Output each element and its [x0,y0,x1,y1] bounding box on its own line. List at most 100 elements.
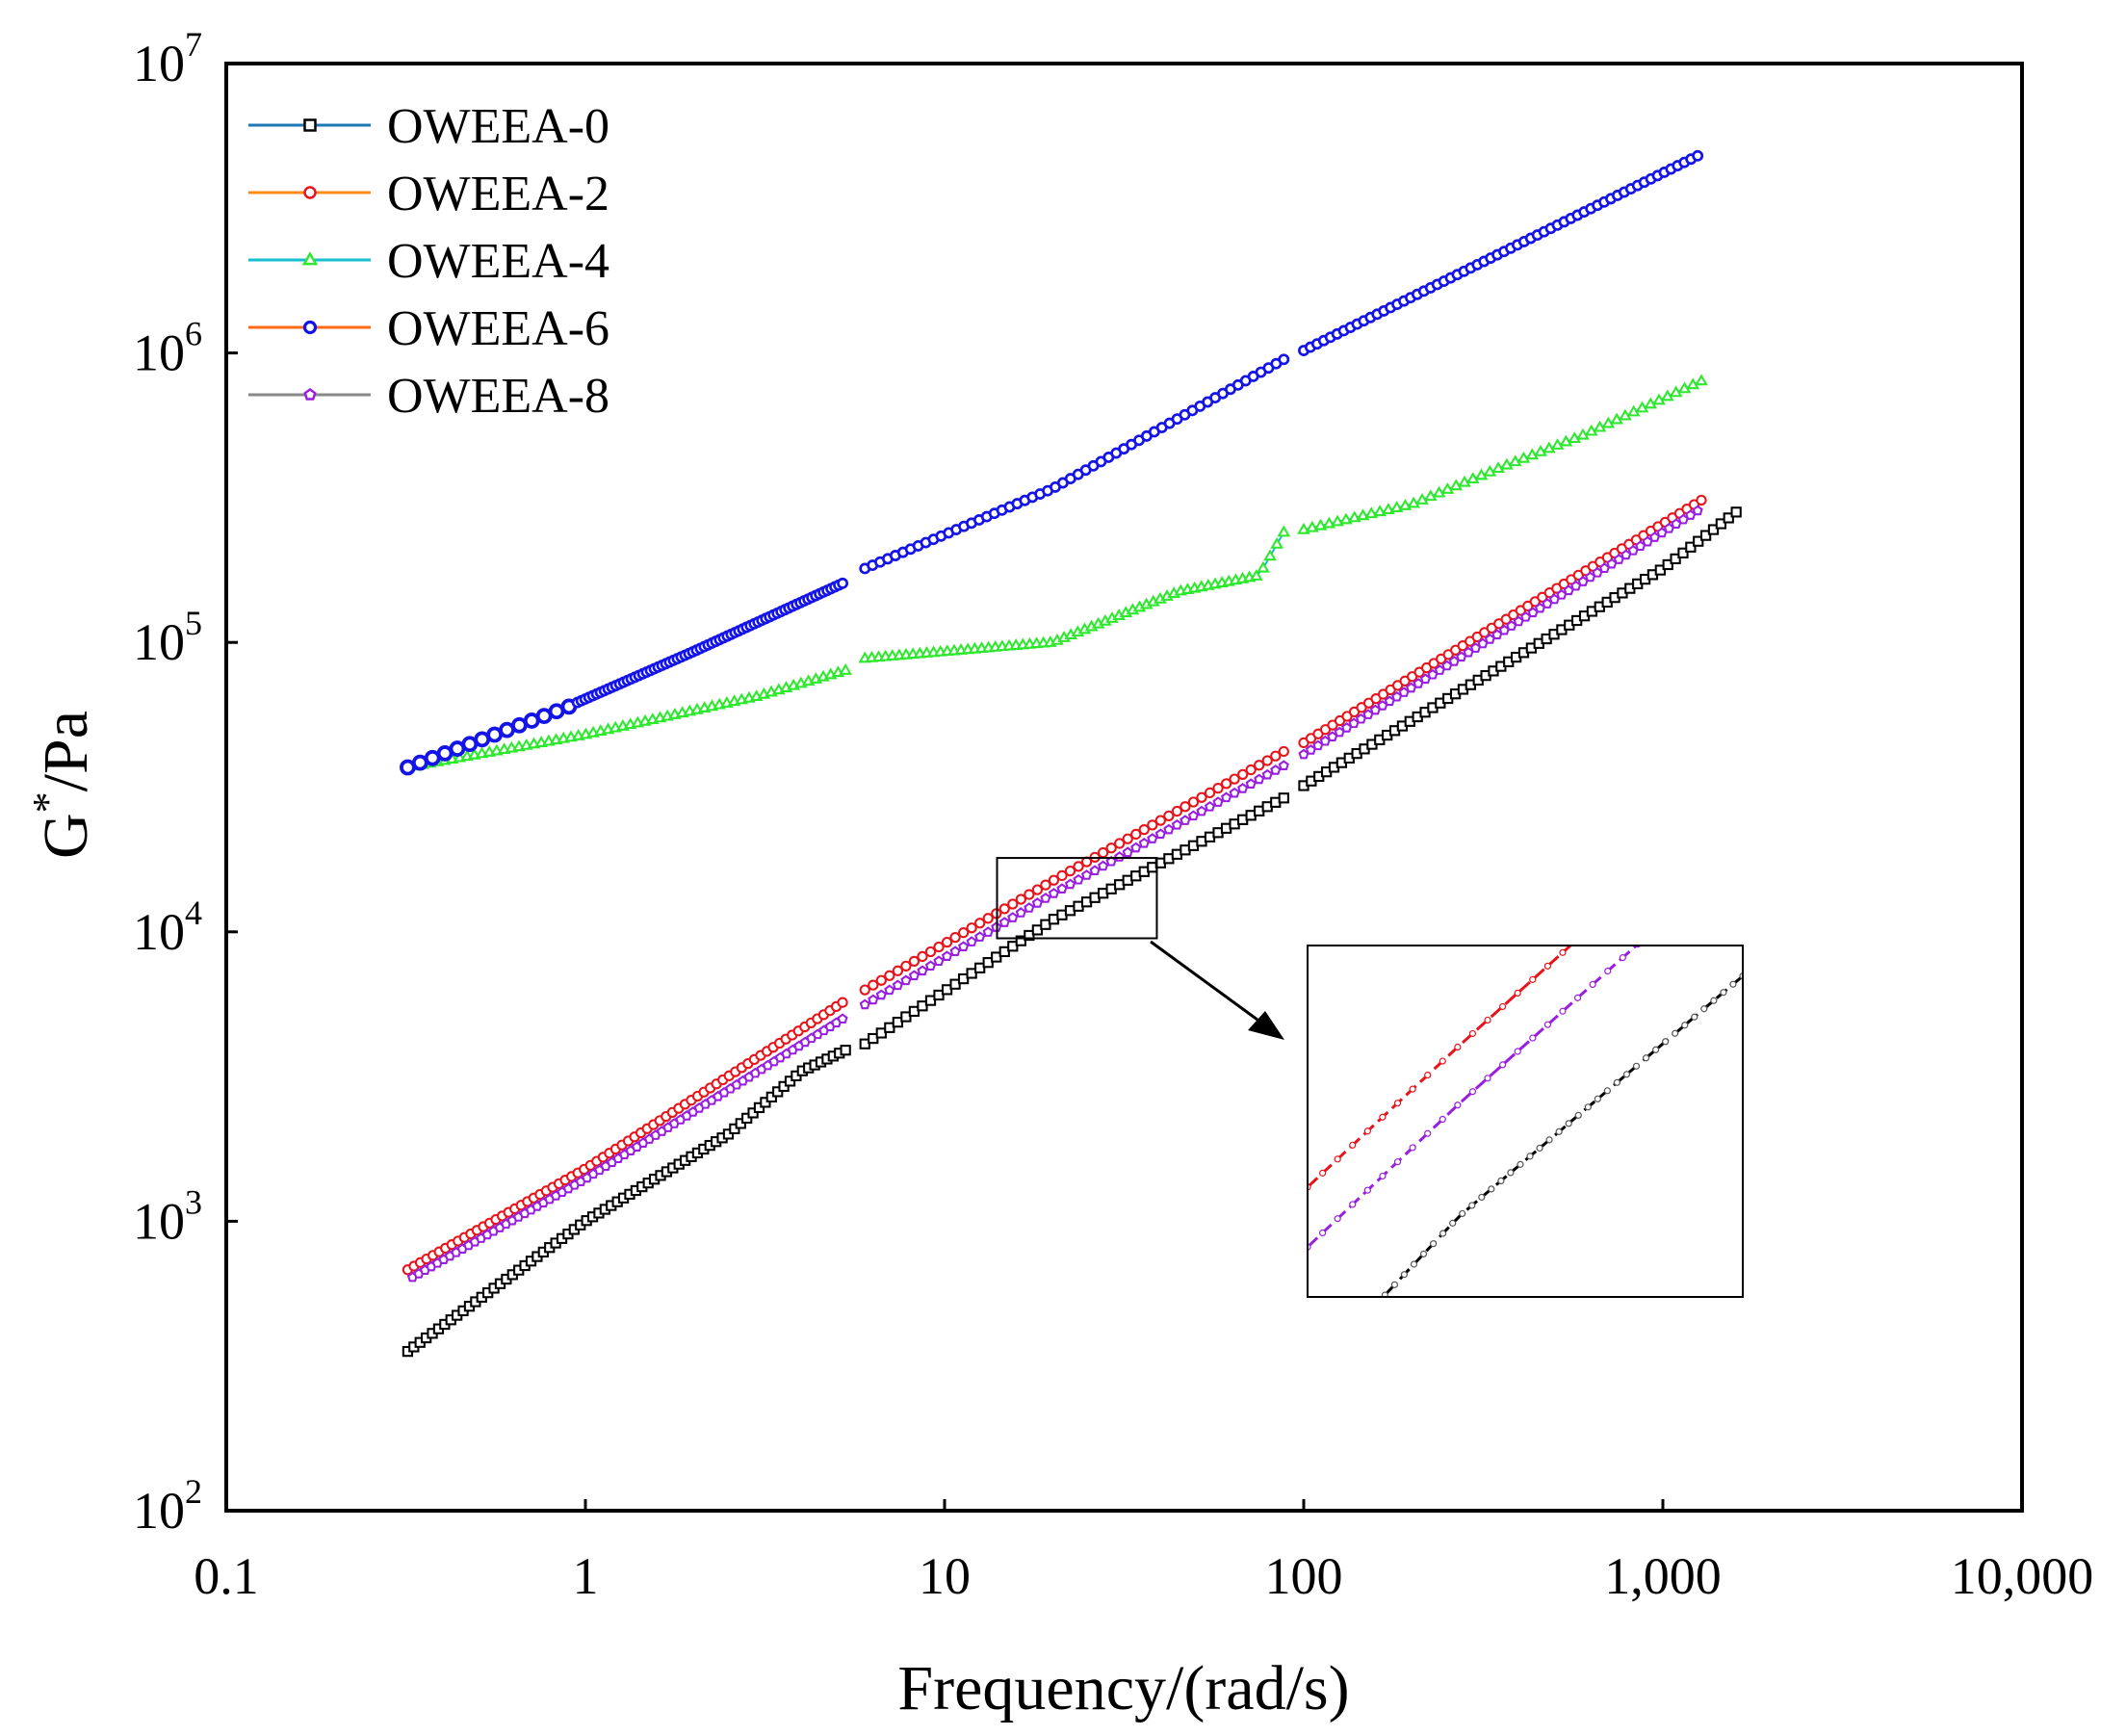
inset-point-OWEEA-8-16 [1543,1021,1551,1028]
data-point-OWEEA-4-2-40 [1635,401,1649,413]
data-point-OWEEA-2-1-15 [982,913,994,924]
inset-series-OWEEA-2 [1308,946,1573,1191]
data-point-OWEEA-8-1-27 [1080,869,1093,880]
data-point-OWEEA-0-2-48 [1662,558,1673,571]
data-point-OWEEA-8-1-41 [1196,805,1207,816]
y-tick-label-1: 103 [133,1182,202,1250]
data-point-OWEEA-4-2-39 [1626,404,1641,417]
legend: OWEEA-0 OWEEA-2 OWEEA-4 OWEEA-6 OWEEA-8 [248,99,609,424]
legend-item-OWEEA-2: OWEEA-2 [248,167,609,221]
data-point-OWEEA-2-1-20 [1024,889,1035,900]
y-tick-label-base-5: 10 [133,35,185,92]
data-point-OWEEA-8-1-6 [908,970,920,981]
x-tick-label-0: 0.1 [194,1547,259,1605]
data-point-OWEEA-8-1-19 [1015,907,1026,918]
data-point-OWEEA-8-1-15 [982,926,994,937]
data-point-OWEEA-4-2-29 [1542,441,1556,453]
data-point-OWEEA-4-2-41 [1644,397,1658,409]
inset-point-OWEEA-8-18 [1573,994,1582,1001]
data-point-OWEEA-8-1-10 [941,950,953,962]
data-point-OWEEA-0-1-0 [859,1038,870,1049]
data-point-OWEEA-2-1-40 [1187,796,1200,808]
x-tick-label-5: 10,000 [1951,1547,2094,1605]
series-OWEEA-8 [406,505,1703,1283]
data-point-OWEEA-8-1-1 [868,994,879,1005]
inset-point-OWEEA-2-2 [1334,1155,1341,1163]
data-point-OWEEA-2-1-1 [868,979,879,991]
legend-marker-OWEEA-6 [302,320,318,335]
data-point-OWEEA-2-1-21 [1031,884,1044,895]
y-tick-label-exp-1: 3 [185,1182,202,1221]
data-point-OWEEA-4-2-35 [1593,420,1607,432]
zoom-source-rectangle [996,857,1158,940]
x-tick-label-1: 1 [573,1547,599,1605]
data-point-OWEEA-8-1-14 [974,931,986,942]
y-tick-label-exp-4: 6 [185,315,202,353]
inset-point-OWEEA-0-12 [1419,1250,1428,1257]
inset-point-OWEEA-0-10 [1400,1271,1409,1279]
y-axis-title: G*/Pa [24,711,101,859]
data-point-OWEEA-0-2-53 [1699,530,1712,541]
inset-point-OWEEA-0-43 [1720,989,1727,997]
data-point-OWEEA-2-1-24 [1056,869,1068,882]
data-point-OWEEA-2-1-17 [998,903,1010,915]
inset-point-OWEEA-0-9 [1390,1281,1399,1288]
inset-point-OWEEA-0-22 [1517,1160,1524,1168]
data-point-OWEEA-8-1-39 [1180,815,1191,825]
y-tick-label-5: 107 [133,25,202,92]
legend-label-OWEEA-6: OWEEA-6 [387,301,609,356]
data-point-OWEEA-2-1-4 [892,965,904,976]
data-point-OWEEA-8-1-9 [933,955,945,967]
data-point-OWEEA-2-1-42 [1204,787,1216,799]
inset-point-OWEEA-0-16 [1459,1209,1466,1218]
series-OWEEA-4 [401,374,1708,772]
zoom-arrow [1150,940,1262,1024]
data-point-OWEEA-2-1-51 [1278,745,1289,758]
inset-point-OWEEA-0-28 [1574,1111,1582,1119]
data-point-OWEEA-0-1-3 [884,1022,895,1033]
data-point-OWEEA-8-1-0 [859,998,870,1010]
inset-point-OWEEA-2-1 [1318,1169,1327,1177]
inset-point-OWEEA-0-18 [1478,1193,1486,1202]
inset-point-OWEEA-0-40 [1691,1013,1698,1021]
legend-label-OWEEA-0: OWEEA-0 [387,99,609,154]
inset-point-OWEEA-0-32 [1613,1078,1621,1086]
inset-point-OWEEA-8-3 [1349,1201,1357,1208]
y-tick-label-exp-3: 5 [185,604,202,642]
inset-point-OWEEA-2-16 [1543,962,1551,970]
series-OWEEA-6 [400,149,1704,776]
data-point-OWEEA-2-1-46 [1237,768,1249,780]
data-point-OWEEA-4-2-34 [1584,424,1598,436]
y-tick-label-base-1: 10 [133,1192,185,1250]
data-point-OWEEA-0-1-16 [991,951,1002,963]
data-point-OWEEA-4-2-46 [1686,377,1700,390]
data-point-OWEEA-8-1-22 [1040,893,1051,903]
data-point-OWEEA-2-1-2 [875,974,887,986]
data-point-OWEEA-8-1-46 [1237,783,1249,793]
inset-line-OWEEA-8 [1308,946,1639,1249]
zoom-arrow-head [1248,1011,1284,1040]
data-point-OWEEA-4-2-7 [1356,508,1370,521]
inset-point-OWEEA-2-10 [1454,1043,1462,1051]
data-point-OWEEA-8-1-34 [1138,837,1150,848]
inset-point-OWEEA-2-12 [1484,1016,1491,1024]
data-point-OWEEA-2-1-50 [1270,750,1282,762]
inset-point-OWEEA-8-5 [1379,1172,1387,1180]
y-axis-title-superscript: * [24,791,71,813]
data-point-OWEEA-2-1-36 [1154,815,1166,826]
data-point-OWEEA-2-1-38 [1171,805,1183,817]
data-point-OWEEA-0-1-15 [982,957,994,969]
inset-point-OWEEA-0-36 [1651,1046,1660,1053]
data-point-OWEEA-4-2-4 [1331,514,1345,527]
data-point-OWEEA-0-0-71 [840,1045,851,1056]
inset-point-OWEEA-0-44 [1729,980,1737,988]
data-point-OWEEA-2-1-48 [1254,760,1265,771]
data-point-OWEEA-8-1-45 [1229,787,1240,798]
inset-point-OWEEA-0-20 [1497,1177,1505,1185]
inset-point-OWEEA-2-4 [1363,1127,1371,1135]
data-point-OWEEA-0-2-51 [1685,541,1697,553]
data-point-OWEEA-8-1-26 [1073,873,1084,885]
inset-point-OWEEA-0-37 [1662,1038,1670,1046]
inset-point-OWEEA-8-21 [1619,953,1626,962]
